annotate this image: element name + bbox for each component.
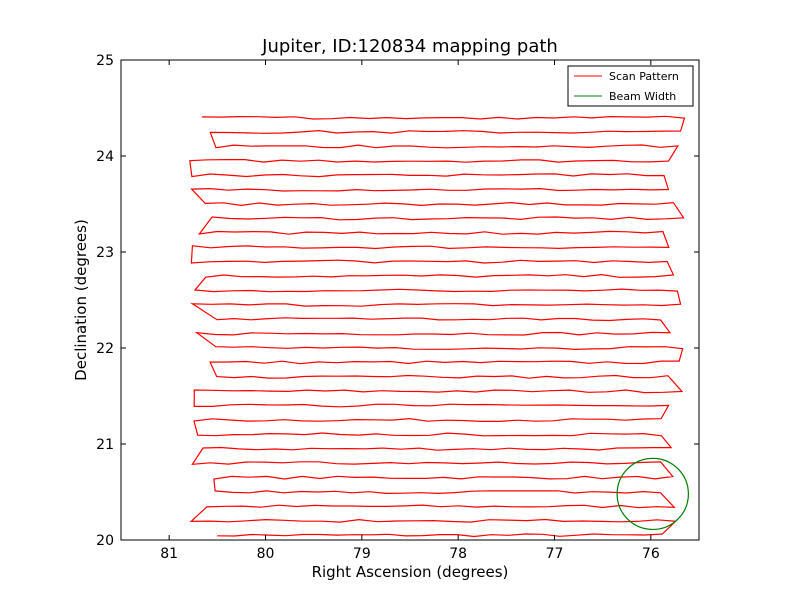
beam-width-series: [616, 457, 690, 531]
legend-label-scan: Scan Pattern: [609, 70, 679, 83]
chart-title: Jupiter, ID:120834 mapping path: [261, 36, 558, 57]
legend: Scan Pattern Beam Width: [567, 65, 694, 107]
y-axis-ticks: 20 21 22 23 24 25: [96, 53, 699, 549]
x-axis-ticks: 81 80 79 78 77 76: [160, 60, 660, 562]
legend-label-beam: Beam Width: [609, 90, 676, 103]
x-tick-label: 81: [160, 546, 178, 562]
y-tick-label: 22: [96, 341, 114, 357]
y-axis-label: Declination (degrees): [72, 219, 90, 381]
plot-area: [120, 59, 700, 541]
y-tick-label: 23: [96, 245, 114, 261]
x-tick-label: 79: [353, 546, 371, 562]
x-tick-label: 77: [546, 546, 564, 562]
scan-pattern-series: [189, 115, 686, 538]
x-axis-label: Right Ascension (degrees): [312, 563, 509, 581]
y-tick-label: 25: [96, 53, 114, 69]
x-tick-label: 80: [257, 546, 275, 562]
legend-box: [567, 65, 694, 107]
y-tick-label: 24: [96, 149, 114, 165]
scan-pattern-line: [189, 115, 686, 538]
beam-width-circle: [616, 457, 690, 531]
y-tick-label: 21: [96, 437, 114, 453]
x-tick-label: 76: [642, 546, 660, 562]
x-tick-label: 78: [449, 546, 467, 562]
y-tick-label: 20: [96, 533, 114, 549]
